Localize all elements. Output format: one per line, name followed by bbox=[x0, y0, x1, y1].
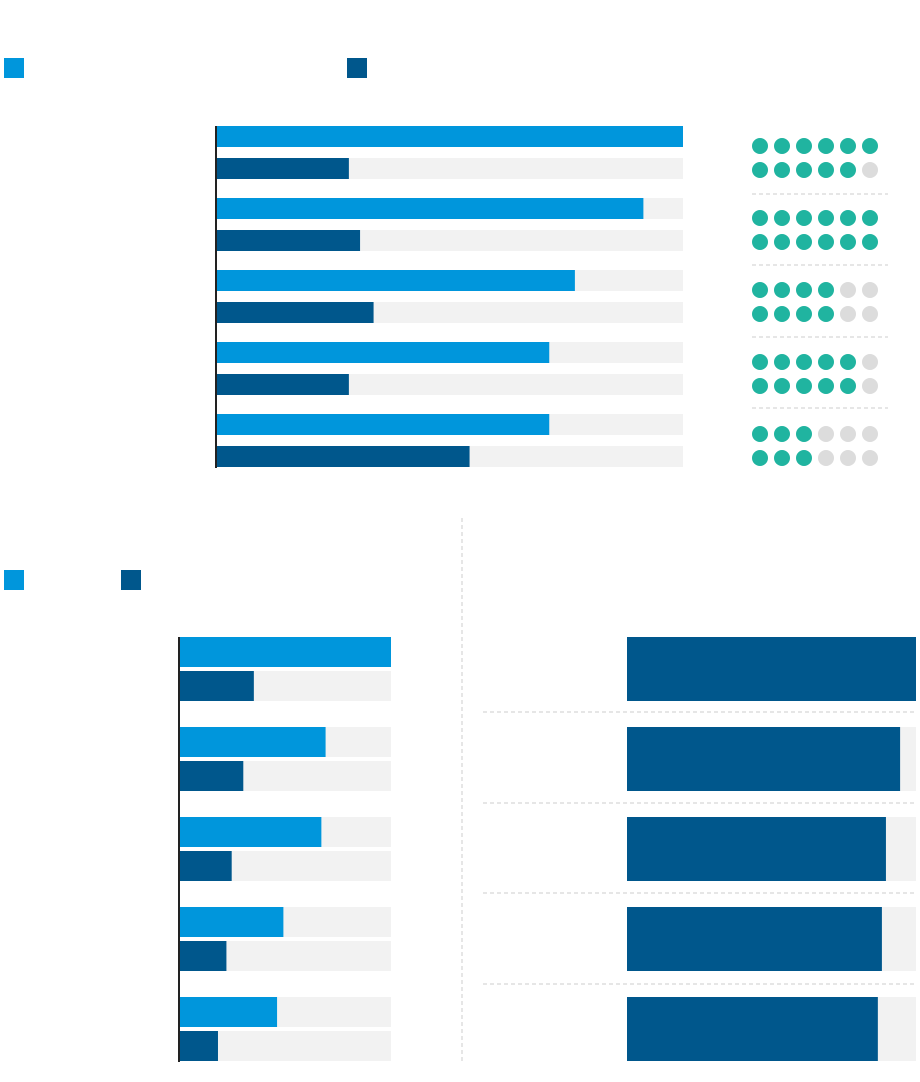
legend-swatch-series-a-bottom bbox=[4, 570, 24, 590]
bottom-right-bar bbox=[627, 637, 916, 701]
rating-dot bbox=[774, 138, 790, 154]
rating-dot bbox=[862, 378, 878, 394]
bottom-left-chart-bar bbox=[180, 1031, 218, 1061]
rating-dot bbox=[862, 162, 878, 178]
rating-dot bbox=[796, 426, 812, 442]
rating-dot bbox=[840, 282, 856, 298]
top-chart-bar bbox=[217, 374, 349, 395]
bottom-left-chart-bar bbox=[180, 637, 391, 667]
top-chart-bar bbox=[217, 446, 470, 467]
rating-dot bbox=[818, 450, 834, 466]
top-chart-bar bbox=[217, 126, 683, 147]
rating-dot bbox=[796, 234, 812, 250]
rating-dot bbox=[862, 450, 878, 466]
rating-dot bbox=[752, 210, 768, 226]
bottom-right-bar bbox=[627, 907, 882, 971]
rating-dot bbox=[840, 162, 856, 178]
rating-dot bbox=[840, 450, 856, 466]
rating-dot bbox=[818, 378, 834, 394]
rating-dot bbox=[752, 306, 768, 322]
bottom-left-chart-bar bbox=[180, 907, 284, 937]
rating-dot bbox=[752, 450, 768, 466]
rating-dot bbox=[818, 234, 834, 250]
rating-dot bbox=[796, 354, 812, 370]
rating-dot bbox=[840, 426, 856, 442]
rating-dot bbox=[774, 306, 790, 322]
rating-dot bbox=[774, 282, 790, 298]
top-chart-bar bbox=[217, 302, 374, 323]
rating-dot bbox=[818, 138, 834, 154]
bottom-left-chart-bar bbox=[180, 941, 227, 971]
rating-dot bbox=[818, 354, 834, 370]
top-chart-bar bbox=[217, 158, 349, 179]
rating-dot bbox=[862, 234, 878, 250]
bottom-left-chart-bar bbox=[180, 997, 278, 1027]
rating-dot bbox=[818, 162, 834, 178]
rating-dot bbox=[818, 282, 834, 298]
bottom-left-chart-bar bbox=[180, 817, 322, 847]
legend-swatch-series-b bbox=[347, 58, 367, 78]
rating-dot bbox=[752, 378, 768, 394]
rating-dot bbox=[840, 378, 856, 394]
bottom-left-chart-bar bbox=[180, 851, 232, 881]
rating-dot bbox=[862, 282, 878, 298]
rating-dot bbox=[796, 162, 812, 178]
rating-dot bbox=[774, 378, 790, 394]
rating-dot bbox=[862, 306, 878, 322]
rating-dot bbox=[796, 306, 812, 322]
top-chart-bar bbox=[217, 342, 550, 363]
rating-dot bbox=[840, 210, 856, 226]
rating-dot bbox=[818, 210, 834, 226]
bottom-right-bar bbox=[627, 817, 886, 881]
top-chart-bar bbox=[217, 230, 361, 251]
rating-dot bbox=[862, 426, 878, 442]
rating-dot bbox=[774, 450, 790, 466]
rating-dot bbox=[752, 282, 768, 298]
rating-dot bbox=[774, 162, 790, 178]
rating-dot bbox=[774, 234, 790, 250]
top-chart-bar bbox=[217, 198, 644, 219]
bottom-left-chart-bar bbox=[180, 727, 326, 757]
rating-dot bbox=[862, 138, 878, 154]
rating-dot bbox=[774, 426, 790, 442]
rating-dot bbox=[796, 138, 812, 154]
top-chart-bar bbox=[217, 270, 575, 291]
rating-dot bbox=[796, 282, 812, 298]
rating-dot bbox=[752, 162, 768, 178]
rating-dot bbox=[752, 138, 768, 154]
rating-dot bbox=[840, 354, 856, 370]
rating-dot bbox=[752, 234, 768, 250]
legend-swatch-series-b-bottom bbox=[121, 570, 141, 590]
top-chart-bar bbox=[217, 414, 550, 435]
bottom-right-bar bbox=[627, 997, 878, 1061]
bottom-left-chart-bar bbox=[180, 671, 254, 701]
rating-dot bbox=[862, 354, 878, 370]
bottom-right-bar bbox=[627, 727, 901, 791]
rating-dot bbox=[818, 306, 834, 322]
rating-dot bbox=[774, 210, 790, 226]
legend-swatch-series-a bbox=[4, 58, 24, 78]
rating-dot bbox=[840, 306, 856, 322]
rating-dot bbox=[862, 210, 878, 226]
bottom-left-chart-bar bbox=[180, 761, 244, 791]
rating-dot bbox=[796, 210, 812, 226]
rating-dot bbox=[796, 378, 812, 394]
rating-dot bbox=[796, 450, 812, 466]
rating-dot bbox=[752, 354, 768, 370]
rating-dot bbox=[840, 138, 856, 154]
rating-dot bbox=[840, 234, 856, 250]
rating-dot bbox=[774, 354, 790, 370]
rating-dot bbox=[752, 426, 768, 442]
rating-dot bbox=[818, 426, 834, 442]
